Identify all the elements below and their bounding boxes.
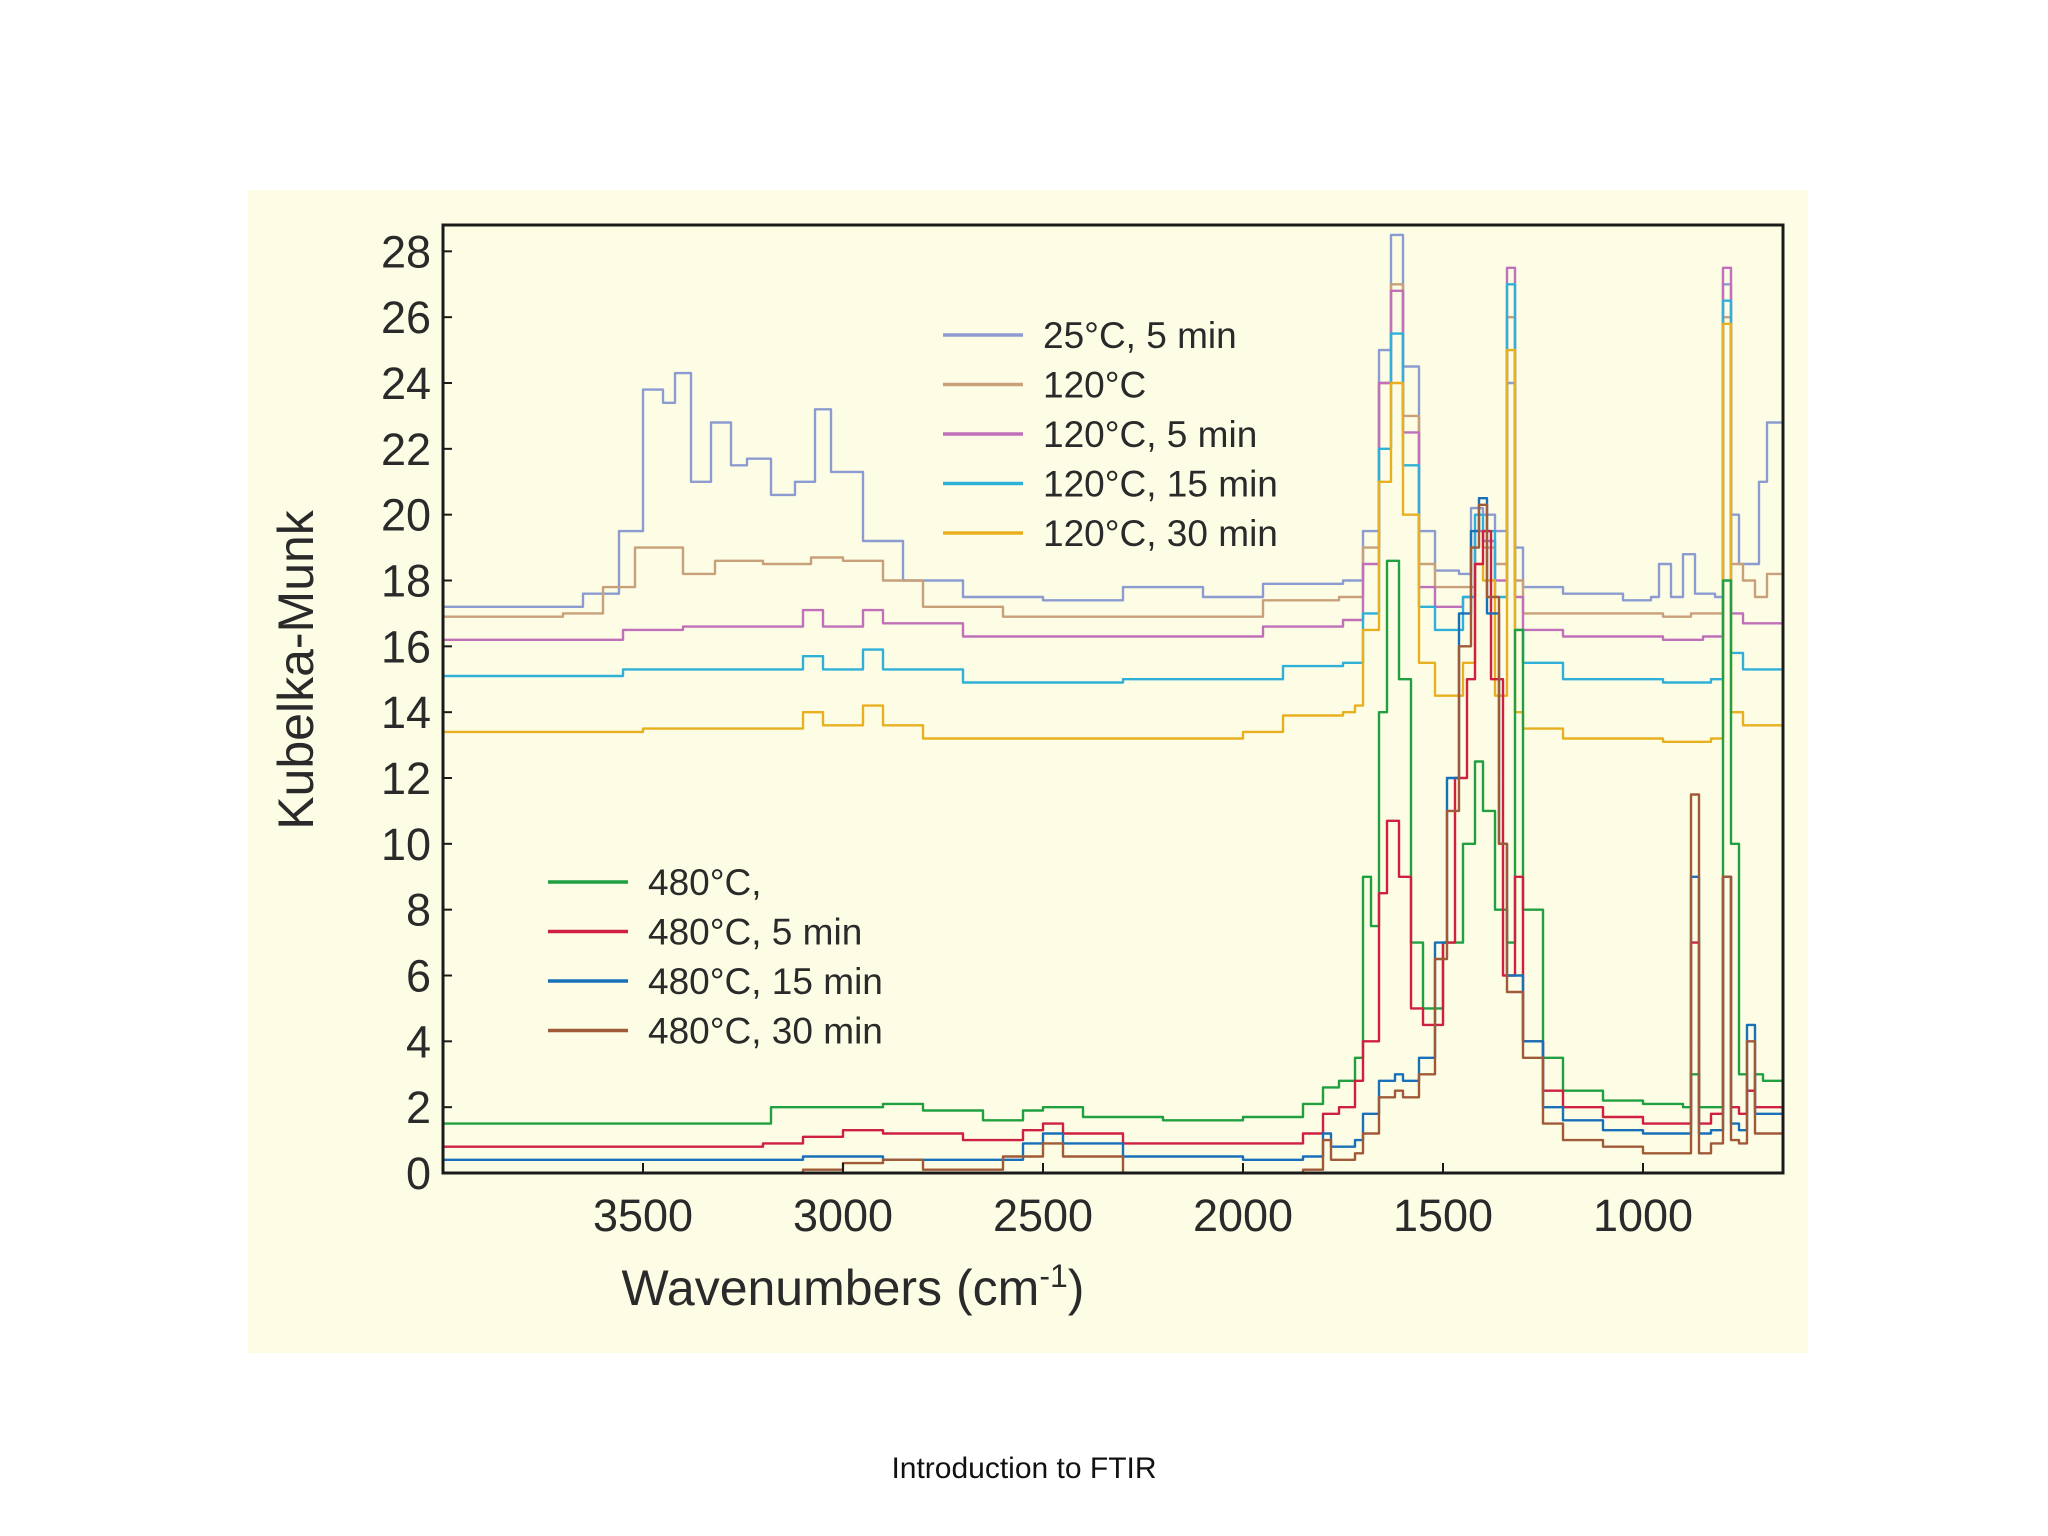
series-line-1: [443, 233, 1783, 608]
y-tick-label: 12: [381, 753, 431, 804]
slide-footer: Introduction to FTIR: [891, 1452, 1157, 1485]
y-tick-label: 22: [381, 424, 431, 475]
x-tick-label: 2500: [993, 1190, 1093, 1241]
legend-label: 120°C, 30 min: [1043, 513, 1278, 554]
x-tick-label: 2000: [1193, 1190, 1293, 1241]
y-tick-label: 8: [406, 885, 431, 936]
plot-frame: [441, 223, 1785, 1175]
legend-label: 480°C, 30 min: [648, 1011, 883, 1052]
legend-label: 120°C, 15 min: [1043, 464, 1278, 505]
legend-lower: 480°C, 480°C, 5 min 480°C, 15 min 480°C, 30…: [548, 862, 883, 1052]
y-tick-label: 20: [381, 490, 431, 541]
series-line-5: [443, 322, 1783, 743]
x-axis-title-unit-close: ): [1068, 1260, 1085, 1316]
figure-panel: 0 2 4 6 8 10 12 14 16 18 20 22 24 26 28 3500 3000 2500 20…: [248, 190, 1808, 1353]
legend-upper: 25°C, 5 min 120°C 120°C, 5 min 120°C, 15 mi…: [943, 315, 1278, 554]
x-tick-label: 1500: [1393, 1190, 1493, 1241]
series-line-9: [443, 503, 1783, 1173]
legend-label: 480°C, 5 min: [648, 912, 862, 953]
y-tick-label: 16: [381, 621, 431, 672]
x-axis-title-unit-exponent: -1: [1039, 1258, 1067, 1294]
x-axis-title: Wavenumbers (cm-1): [622, 1258, 1085, 1316]
series-line-6: [443, 559, 1783, 1125]
y-axis-title: Kubelka-Munk: [268, 509, 324, 830]
legend-label: 480°C, 15 min: [648, 961, 883, 1002]
y-tick-label: 0: [406, 1148, 431, 1199]
x-tick-label: 1000: [1593, 1190, 1693, 1241]
legend-label: 120°C, 5 min: [1043, 414, 1257, 455]
series-line-7: [443, 529, 1783, 1148]
y-tick-label: 6: [406, 951, 431, 1002]
y-tick-label: 18: [381, 556, 431, 607]
legend-label: 120°C: [1043, 365, 1146, 406]
series-layer: [443, 233, 1783, 1173]
x-axis: 3500 3000 2500 2000 1500 1000: [593, 1163, 1693, 1241]
legend-label: 480°C,: [648, 862, 762, 903]
y-tick-label: 28: [381, 226, 431, 277]
x-tick-label: 3000: [793, 1190, 893, 1241]
y-tick-label: 10: [381, 819, 431, 870]
x-axis-title-unit: (cm: [956, 1260, 1039, 1316]
x-tick-label: 3500: [593, 1190, 693, 1241]
y-tick-label: 2: [406, 1082, 431, 1133]
y-tick-label: 26: [381, 292, 431, 343]
y-tick-label: 4: [406, 1016, 431, 1067]
legend-label: 25°C, 5 min: [1043, 315, 1237, 356]
x-axis-title-main: Wavenumbers: [622, 1260, 942, 1316]
y-tick-label: 14: [381, 687, 431, 738]
y-tick-label: 24: [381, 358, 431, 409]
series-line-8: [443, 497, 1783, 1161]
